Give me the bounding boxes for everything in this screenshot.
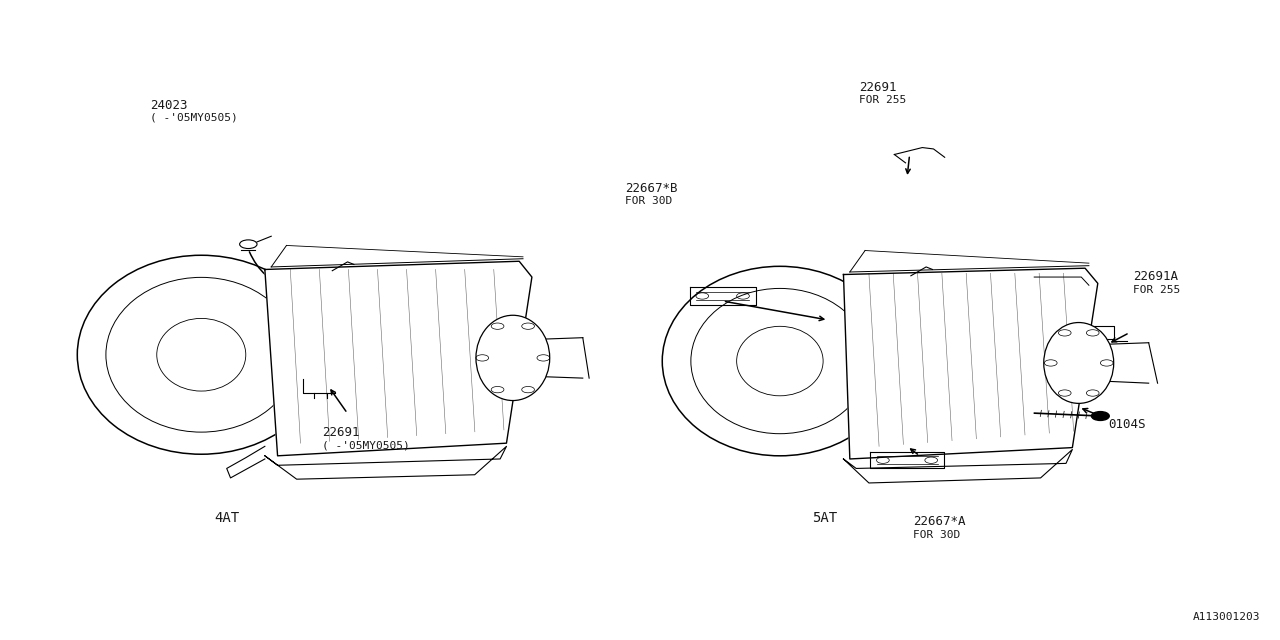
Polygon shape	[844, 449, 1073, 483]
Text: 22691: 22691	[323, 426, 360, 439]
Circle shape	[1092, 412, 1110, 420]
Text: 4AT: 4AT	[214, 511, 239, 525]
Polygon shape	[265, 261, 532, 456]
FancyArrowPatch shape	[250, 252, 289, 289]
Text: 22691A: 22691A	[1133, 270, 1179, 284]
Text: A113001203: A113001203	[1193, 612, 1261, 622]
Text: ( -'05MY0505): ( -'05MY0505)	[151, 113, 238, 123]
Text: FOR 255: FOR 255	[859, 95, 906, 105]
Text: 22667*A: 22667*A	[914, 515, 966, 529]
Text: 22667*B: 22667*B	[625, 182, 677, 195]
Ellipse shape	[476, 316, 549, 401]
Polygon shape	[844, 268, 1098, 459]
Text: 0104S: 0104S	[1108, 417, 1146, 431]
Text: 22691: 22691	[859, 81, 896, 94]
Text: FOR 30D: FOR 30D	[914, 530, 961, 540]
Text: ( -'05MY0505): ( -'05MY0505)	[323, 440, 410, 450]
Text: 24023: 24023	[151, 99, 188, 111]
Text: FOR 255: FOR 255	[1133, 285, 1180, 294]
Text: 5AT: 5AT	[812, 511, 837, 525]
Ellipse shape	[1043, 323, 1114, 403]
Polygon shape	[265, 446, 507, 479]
Text: FOR 30D: FOR 30D	[625, 196, 672, 206]
